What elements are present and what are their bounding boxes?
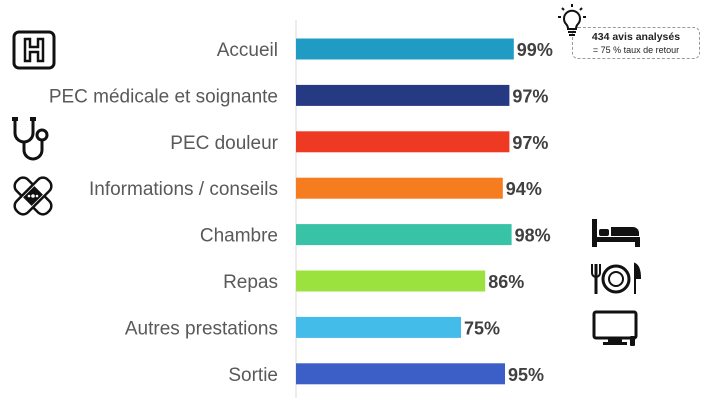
bar-1 <box>296 84 510 106</box>
response-rate-text: = 75 % taux de retour <box>592 45 680 55</box>
category-label-6: Autres prestations <box>125 318 278 339</box>
value-label-7: 95% <box>508 365 544 385</box>
hospital-sign-icon <box>12 30 56 70</box>
bar-0 <box>296 38 514 60</box>
lightbulb-icon <box>558 4 586 36</box>
value-label-1: 97% <box>512 86 548 106</box>
category-label-2: PEC douleur <box>170 133 278 154</box>
tv-icon <box>592 310 638 346</box>
value-label-0: 99% <box>517 40 553 60</box>
reviews-note: 434 avis analysés = 75 % taux de retour <box>572 27 700 59</box>
value-label-5: 86% <box>488 272 524 292</box>
bar-3 <box>296 177 503 199</box>
bar-5 <box>296 270 486 292</box>
category-label-7: Sortie <box>228 365 278 386</box>
reviews-count-text: 434 avis analysés <box>591 31 681 43</box>
bar-4 <box>296 224 512 246</box>
bar-6 <box>296 316 461 338</box>
stethoscope-icon <box>12 117 49 161</box>
bar-7 <box>296 363 505 385</box>
category-label-1: PEC médicale et soignante <box>49 86 278 107</box>
value-label-6: 75% <box>464 318 500 338</box>
category-label-4: Chambre <box>200 226 278 247</box>
value-label-2: 97% <box>512 133 548 153</box>
category-label-3: Informations / conseils <box>89 179 278 200</box>
bar-2 <box>296 131 510 153</box>
category-label-5: Repas <box>223 272 278 293</box>
category-label-0: Accueil <box>217 40 278 61</box>
meal-icon <box>591 262 642 294</box>
value-label-3: 94% <box>506 179 542 199</box>
bandage-icon <box>13 176 53 216</box>
value-label-4: 98% <box>515 226 551 246</box>
bed-icon <box>592 219 640 247</box>
